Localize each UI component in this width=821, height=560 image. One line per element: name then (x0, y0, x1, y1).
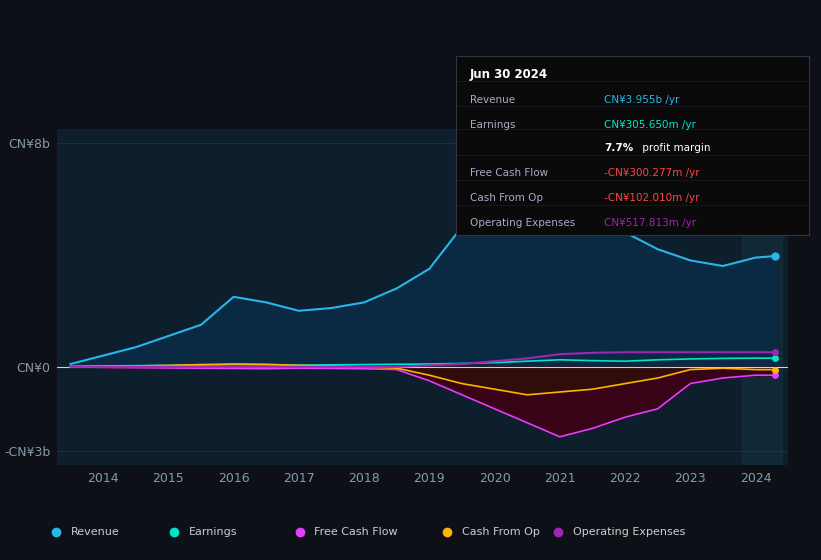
Text: profit margin: profit margin (640, 143, 711, 153)
Text: -CN¥102.010m /yr: -CN¥102.010m /yr (604, 193, 699, 203)
Text: Operating Expenses: Operating Expenses (573, 527, 686, 537)
Text: CN¥517.813m /yr: CN¥517.813m /yr (604, 218, 696, 228)
Text: CN¥3.955b /yr: CN¥3.955b /yr (604, 95, 679, 105)
Text: Operating Expenses: Operating Expenses (470, 218, 575, 228)
Text: Cash From Op: Cash From Op (470, 193, 543, 203)
Text: Earnings: Earnings (189, 527, 237, 537)
Text: Free Cash Flow: Free Cash Flow (314, 527, 398, 537)
Text: CN¥305.650m /yr: CN¥305.650m /yr (604, 120, 696, 130)
Text: Jun 30 2024: Jun 30 2024 (470, 68, 548, 81)
Text: Earnings: Earnings (470, 120, 516, 130)
Text: -CN¥300.277m /yr: -CN¥300.277m /yr (604, 168, 699, 178)
Text: Free Cash Flow: Free Cash Flow (470, 168, 548, 178)
Text: Cash From Op: Cash From Op (462, 527, 540, 537)
Text: Revenue: Revenue (71, 527, 119, 537)
Text: Revenue: Revenue (470, 95, 515, 105)
Bar (742, 129, 782, 465)
Text: 7.7%: 7.7% (604, 143, 633, 153)
